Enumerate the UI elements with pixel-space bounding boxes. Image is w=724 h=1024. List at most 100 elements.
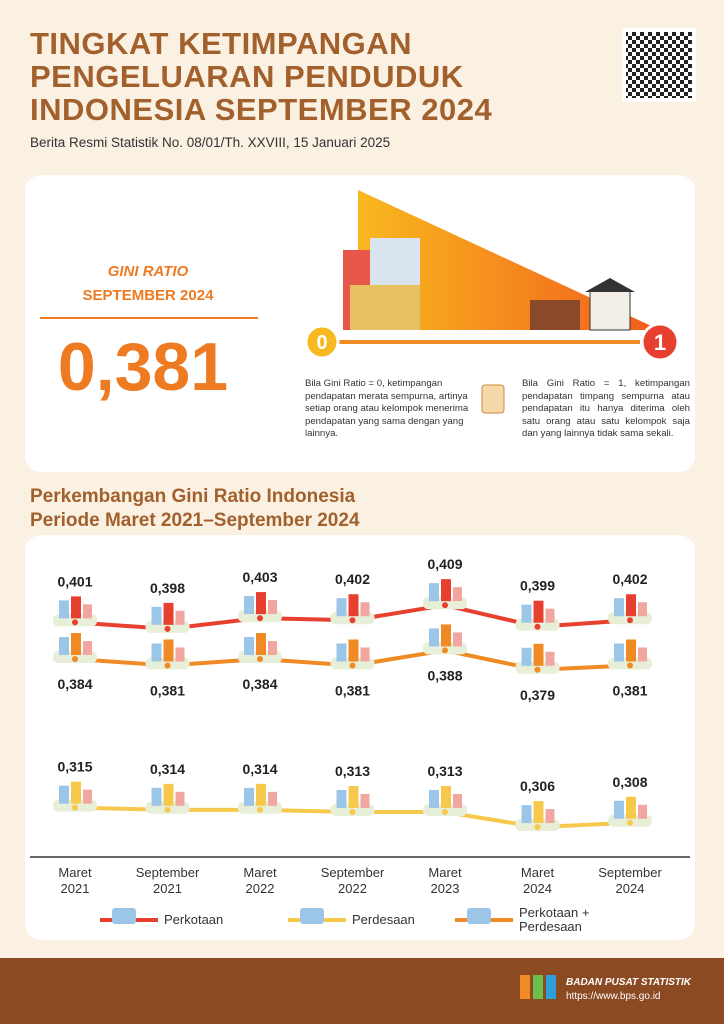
data-label: 0,384 [242, 676, 277, 692]
title-line: INDONESIA SEPTEMBER 2024 [30, 92, 493, 127]
icon-building [71, 781, 81, 804]
data-label: 0,398 [150, 580, 185, 596]
icon-building [453, 632, 462, 647]
icon-building [59, 637, 69, 656]
icon-building [163, 602, 174, 625]
chart-subtitle: Periode Maret 2021–September 2024 [30, 510, 360, 531]
x-tick-label: September 2021 [135, 865, 200, 896]
icon-building [336, 598, 347, 617]
note-zero: Bila Gini Ratio = 0, ketimpangan pendapa… [305, 378, 469, 440]
data-point [257, 615, 263, 622]
data-label: 0,313 [335, 763, 370, 779]
icon-building [336, 789, 347, 808]
icon-building [151, 787, 162, 806]
building [350, 285, 420, 330]
title-line: TINGKAT KETIMPANGAN [30, 26, 413, 61]
icon-building [71, 633, 81, 656]
data-label: 0,399 [520, 578, 555, 594]
x-tick-label: Maret 2024 [520, 865, 555, 896]
inequality-triangle [358, 190, 660, 330]
legend-icon [112, 908, 136, 924]
icon-building [521, 805, 532, 824]
x-tick-label: Maret 2022 [243, 865, 277, 896]
x-tick-label: Maret 2023 [428, 865, 462, 896]
icon-building [533, 600, 544, 623]
icon-building [175, 647, 185, 662]
icon-building [441, 579, 451, 602]
gini-label: GINI RATIO [108, 263, 189, 280]
data-label: 0,313 [427, 763, 462, 779]
legend-label: Perdesaan [352, 912, 415, 927]
icon-building [545, 608, 555, 623]
x-tick-label: September 2022 [320, 865, 385, 896]
footer-band [0, 958, 724, 1024]
x-tick-label: Maret 2021 [58, 865, 92, 896]
data-point [72, 656, 78, 663]
title-line: PENGELUARAN PENDUDUK [30, 59, 464, 94]
icon-building [256, 633, 266, 656]
icon-building [360, 602, 370, 617]
icon-building [360, 647, 370, 662]
data-point [72, 619, 78, 626]
icon-building [163, 639, 174, 662]
icon-building [360, 793, 370, 808]
icon-building [521, 647, 532, 666]
icon-building [533, 643, 544, 666]
data-label: 0,379 [520, 687, 555, 703]
scale-one-badge [640, 322, 680, 362]
logo [533, 975, 543, 999]
data-label: 0,381 [335, 682, 370, 698]
icon-building [59, 785, 69, 804]
icon-building [441, 785, 451, 808]
icon-building [626, 639, 636, 662]
gini-period: SEPTEMBER 2024 [83, 287, 215, 304]
icon-building [638, 602, 647, 617]
icon-building [59, 600, 69, 619]
subtitle: Berita Resmi Statistik No. 08/01/Th. XXV… [30, 135, 391, 150]
icon-building [83, 789, 92, 804]
x-tick-label: September 2024 [598, 865, 662, 896]
logo [546, 975, 556, 999]
icon-building [336, 643, 347, 662]
icon-building [441, 624, 451, 647]
icon-building [429, 583, 439, 602]
data-point [164, 662, 171, 669]
data-point [442, 602, 448, 609]
logo [520, 975, 530, 999]
icon-building [614, 800, 624, 819]
clipboard-icon [481, 384, 505, 414]
data-label: 0,402 [335, 571, 370, 587]
icon-building [453, 587, 462, 602]
qr-pattern [626, 32, 692, 98]
icon-building [545, 809, 555, 824]
data-label: 0,314 [242, 761, 277, 777]
icon-building [151, 606, 162, 625]
icon-building [151, 643, 162, 662]
data-point [442, 647, 448, 654]
data-point [627, 617, 633, 624]
roof [585, 278, 635, 292]
data-point [257, 656, 263, 663]
icon-building [175, 610, 185, 625]
icon-building [163, 783, 174, 806]
data-point [349, 662, 356, 669]
icon-building [256, 592, 266, 615]
legend-icon [300, 908, 324, 924]
data-point [534, 824, 541, 831]
data-label: 0,388 [427, 667, 462, 683]
data-point [627, 819, 633, 826]
scale-min: 0 [316, 332, 327, 354]
data-point [164, 806, 171, 813]
icon-building [244, 596, 254, 615]
icon-building [175, 791, 185, 806]
icon-building [83, 641, 92, 656]
data-point [534, 666, 541, 673]
icon-building [348, 785, 359, 808]
legend-label: Perkotaan + Perdesaan [519, 905, 590, 934]
data-point [72, 804, 78, 811]
data-point [164, 625, 171, 632]
icon-building [453, 793, 462, 808]
data-label: 0,306 [520, 778, 555, 794]
icon-building [521, 604, 532, 623]
